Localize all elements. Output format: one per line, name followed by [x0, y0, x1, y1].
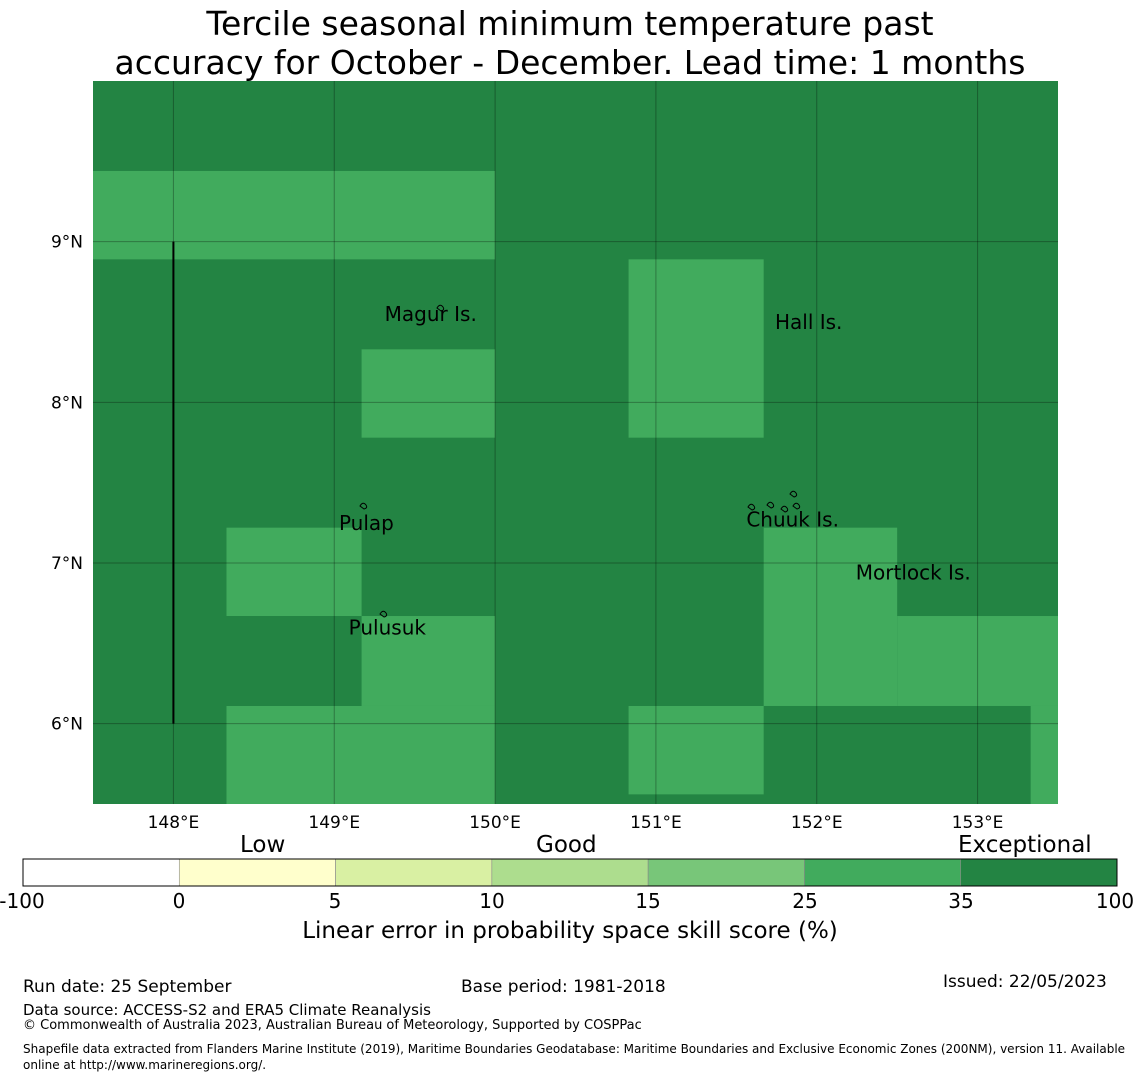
grid-cell-good: [1030, 705, 1058, 804]
grid-cell-good: [226, 527, 362, 617]
island-outline: [747, 503, 756, 511]
map-area: 148°E 149°E 150°E 151°E 152°E 153°E 9°N 8°N 7°N 6…: [51, 81, 1058, 833]
grid-cell-good: [361, 616, 496, 706]
island-outline: [766, 501, 775, 509]
run-date: Run date: 25 September: [23, 977, 232, 997]
colorbar-segment: [22, 858, 180, 887]
colorbar-segment: [178, 858, 336, 887]
cb-category-low: Low: [240, 832, 286, 858]
colorbar-segment: [960, 858, 1118, 887]
lat-tick-label: 9°N: [51, 233, 83, 253]
colorbar-segment: [647, 858, 805, 887]
grid-cell-good: [763, 527, 898, 706]
cb-tick: 5: [328, 889, 342, 913]
place-label: Pulusuk: [349, 615, 427, 639]
island-outline: [789, 490, 798, 498]
grid-cell-good: [226, 705, 496, 804]
grid-cell-good: [361, 349, 496, 438]
title-line-2: accuracy for October - December. Lead ti…: [114, 43, 1026, 82]
lon-tick-label: 151°E: [630, 813, 682, 833]
map-title: Tercile seasonal minimum temperature pas…: [0, 4, 1140, 82]
island-outline: [792, 502, 801, 510]
colorbar-label: Linear error in probability space skill …: [302, 918, 838, 944]
place-label: Chuuk Is.: [746, 508, 839, 532]
grid-cell-good: [628, 705, 764, 795]
cb-tick: 15: [635, 889, 661, 913]
place-label: Magur Is.: [385, 302, 477, 326]
base-period: Base period: 1981-2018: [461, 977, 666, 997]
lat-tick-label: 7°N: [51, 554, 83, 574]
grid-cell-good: [93, 170, 496, 260]
colorbar-segment: [804, 858, 962, 887]
cb-category-exceptional: Exceptional: [958, 832, 1092, 858]
issued-date: Issued: 22/05/2023: [943, 972, 1107, 992]
cb-tick: 10: [479, 889, 505, 913]
title-line-1: Tercile seasonal minimum temperature pas…: [206, 4, 934, 43]
copyright: © Commonwealth of Australia 2023, Austra…: [23, 1018, 642, 1033]
island-outline: [780, 505, 789, 513]
place-label: Pulap: [339, 511, 394, 535]
data-source: Data source: ACCESS-S2 and ERA5 Climate …: [23, 1001, 431, 1019]
island-outline: [379, 610, 388, 618]
colorbar-segment: [491, 858, 649, 887]
colorbar: [22, 858, 1118, 887]
lon-tick-label: 153°E: [952, 813, 1004, 833]
lat-tick-label: 8°N: [51, 393, 83, 413]
island-outline: [436, 304, 445, 312]
grid-cell-good: [897, 616, 1058, 706]
lon-tick-label: 152°E: [791, 813, 843, 833]
lon-tick-label: 148°E: [148, 813, 200, 833]
cb-category-good: Good: [536, 832, 597, 858]
cb-tick: 0: [172, 889, 186, 913]
place-label: Mortlock Is.: [856, 561, 971, 585]
cb-tick: -100: [0, 889, 45, 913]
lon-tick-label: 150°E: [469, 813, 521, 833]
colorbar-segment: [335, 858, 493, 887]
colorbar-frame: [22, 858, 1118, 887]
lat-tick-label: 6°N: [51, 715, 83, 735]
lon-tick-label: 149°E: [308, 813, 360, 833]
cb-tick: 35: [948, 889, 974, 913]
shapefile-credit: Shapefile data extracted from Flanders M…: [23, 1042, 1126, 1072]
cb-tick: 100: [1095, 889, 1135, 913]
grid-cell-good: [628, 259, 764, 438]
island-outline: [359, 502, 368, 510]
cb-tick: 25: [792, 889, 818, 913]
place-label: Hall Is.: [775, 310, 842, 334]
